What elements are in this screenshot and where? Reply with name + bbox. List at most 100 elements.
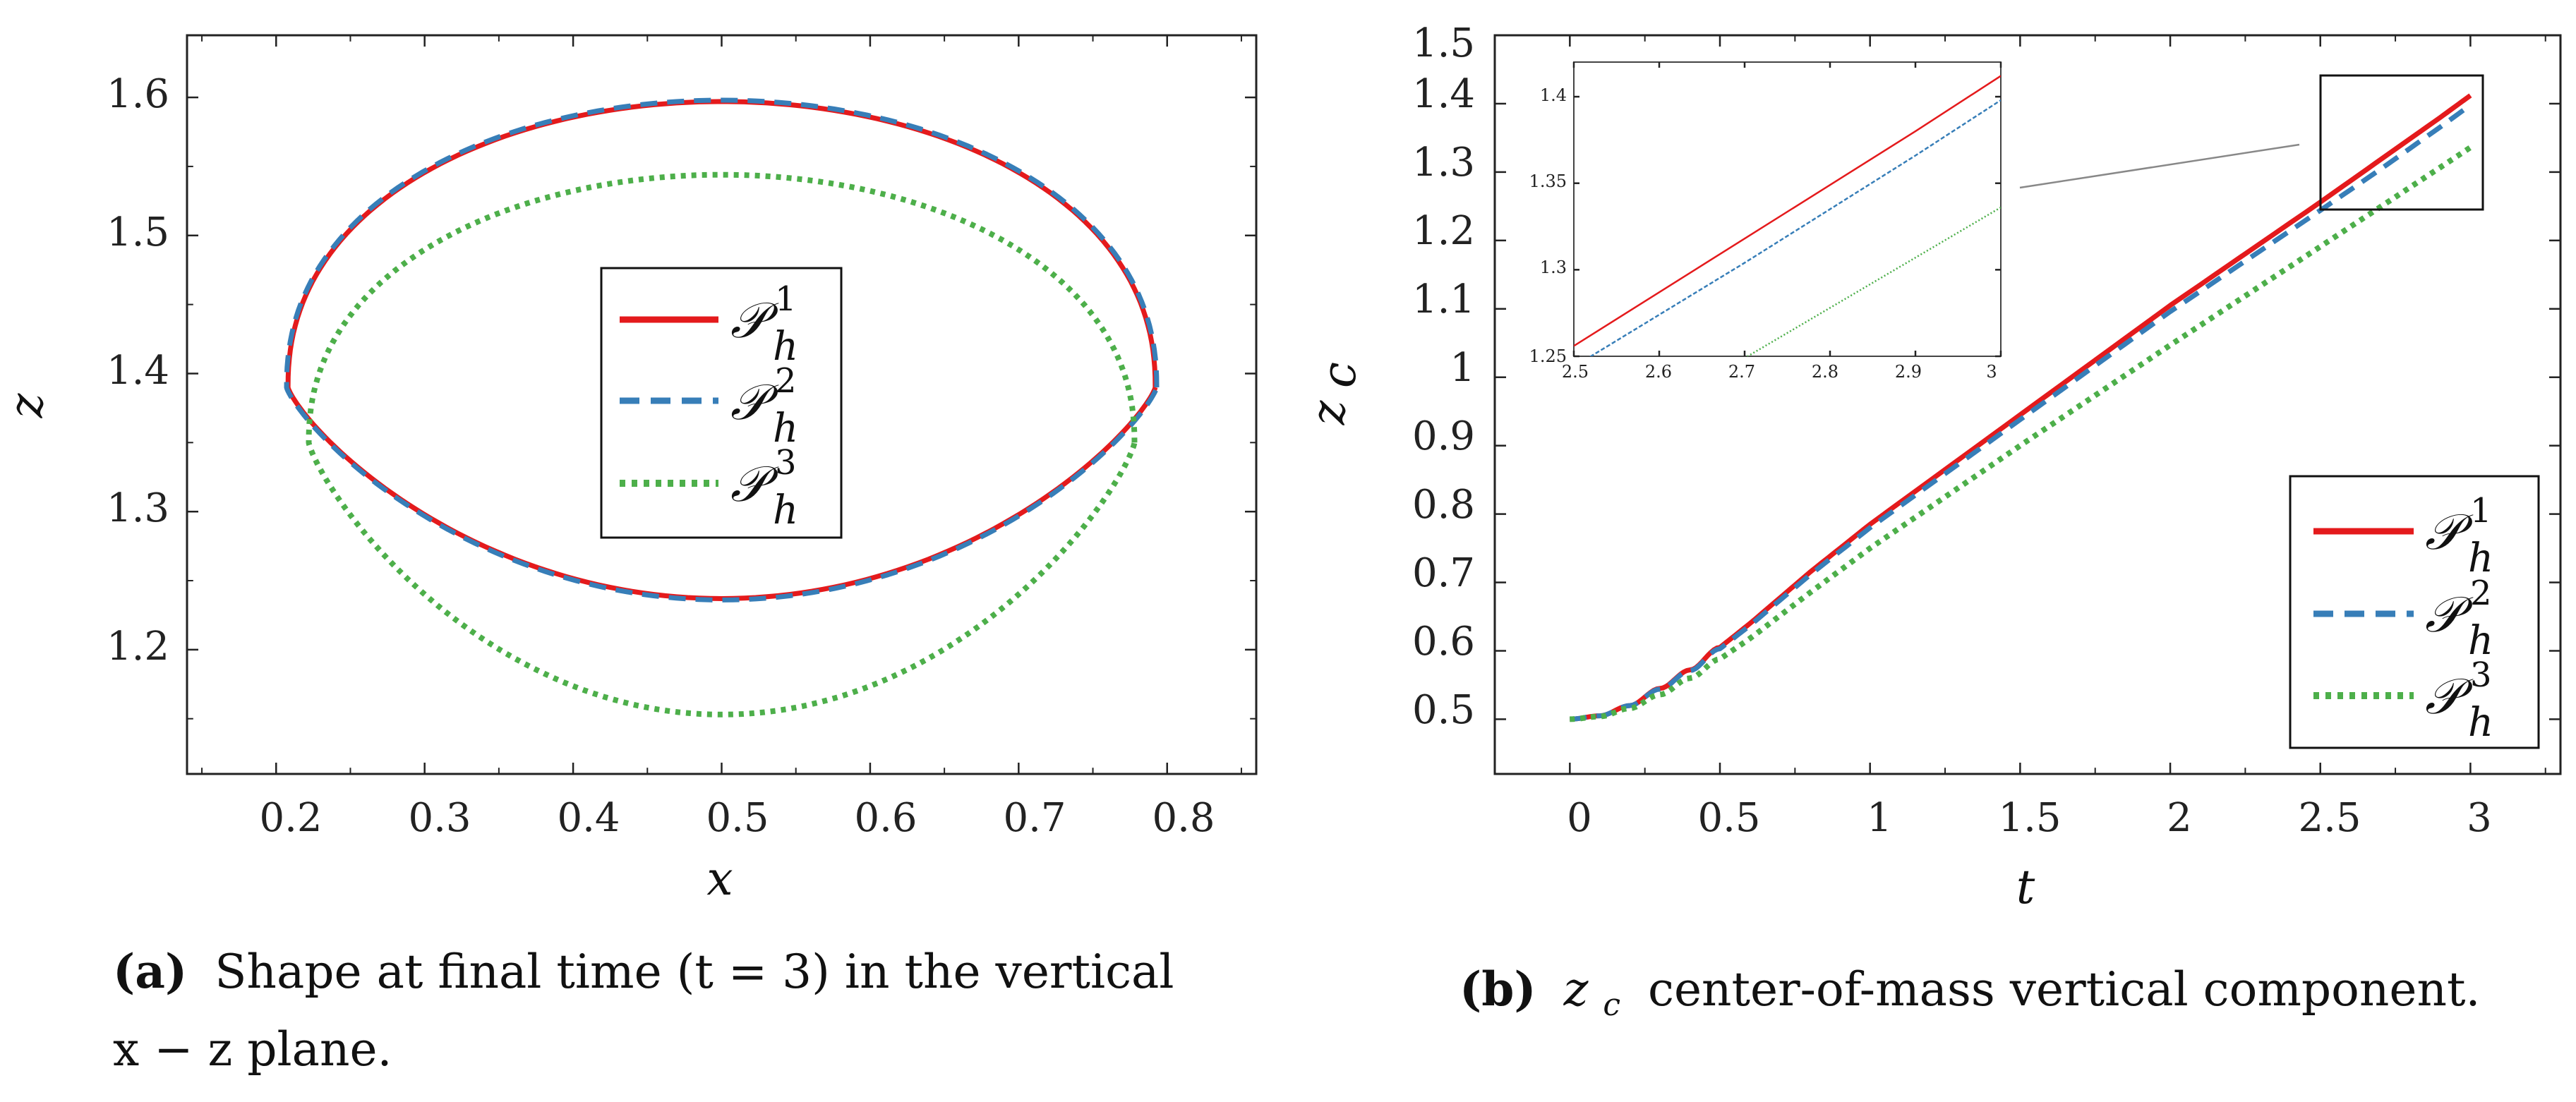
y-tick-labels-a: 1.2 1.3 1.4 1.5 1.6	[107, 71, 169, 670]
legend-label-sub: h	[773, 488, 798, 533]
inset-y-tick-label: 1.4	[1540, 85, 1567, 105]
zoom-box	[2319, 74, 2484, 211]
legend-label-sub: h	[2468, 618, 2493, 664]
inset-y-tick-label: 1.3	[1540, 258, 1567, 277]
zoom-connector	[2019, 143, 2300, 189]
x-tick-label: 0.5	[706, 795, 769, 841]
y-tick-label: 0.7	[1412, 550, 1475, 596]
caption-a: (a) Shape at final time (t = 3) in the v…	[113, 944, 1174, 1077]
inset-x-tick-label: 2.8	[1812, 362, 1838, 382]
x-tick-label: 0.8	[1152, 795, 1215, 841]
x-tick-label: 0.4	[557, 795, 620, 841]
y-tick-label: 1.3	[107, 485, 169, 531]
caption-b-var: z	[1563, 962, 1589, 1017]
y-tick-label: 1.4	[107, 348, 169, 394]
x-tick-label: 0.3	[408, 795, 471, 841]
caption-a-line2: x − z plane.	[113, 1022, 392, 1077]
x-axis-label-a: x	[706, 852, 733, 906]
y-tick-label: 0.9	[1412, 413, 1475, 459]
legend-label-sup: 3	[2470, 655, 2492, 695]
y-tick-label: 1.1	[1412, 277, 1475, 322]
inset-frame	[1573, 61, 2002, 357]
y-tick-label: 0.8	[1412, 482, 1475, 528]
series-3-curve	[306, 171, 1138, 717]
caption-a-line1: (a) Shape at final time (t = 3) in the v…	[113, 944, 1174, 999]
legend-label-sub: h	[2468, 700, 2493, 746]
x-tick-label: 0.5	[1697, 795, 1760, 841]
inset-tick-marks	[1572, 62, 2002, 358]
x-tick-label: 1	[1867, 795, 1892, 841]
panel-a: 0.2 0.3 0.4 0.5 0.6 0.7 0.8 1.2 1.3 1.4 …	[0, 34, 1258, 1077]
caption-b-text: center-of-mass vertical component.	[1648, 962, 2481, 1017]
y-tick-label: 1.3	[1412, 140, 1475, 186]
legend-a: 𝒫 1 h 𝒫 2 h 𝒫 3 h	[600, 267, 843, 539]
inset-x-tick-label: 3	[1986, 362, 1997, 382]
inset-x-tick-label: 2.5	[1562, 362, 1589, 382]
x-tick-label: 0.6	[854, 795, 917, 841]
x-tick-label: 2.5	[2298, 795, 2361, 841]
legend-b: 𝒫 1 h 𝒫 2 h 𝒫 3 h	[2289, 475, 2540, 749]
curves-a	[284, 97, 1160, 717]
legend-label-p2: 𝒫 2 h	[2425, 574, 2493, 664]
y-axis-label-b-sub: c	[1312, 362, 1366, 388]
x-tick-labels-b: 0 0.5 1 1.5 2 2.5 3	[1567, 795, 2492, 841]
tick-marks-a	[187, 35, 1256, 774]
y-tick-label: 1.6	[107, 71, 169, 117]
inset-series-2-line	[1589, 99, 2001, 356]
inset-x-tick-labels: 2.5 2.6 2.7 2.8 2.9 3	[1562, 362, 1997, 382]
legend-label-sup: 2	[775, 361, 797, 401]
legend-label-sup: 1	[775, 279, 797, 319]
legend-label-sup: 3	[775, 443, 797, 483]
panel-b: 0 0.5 1 1.5 2 2.5 3 0.5 0.6 0.7 0.8 0.9 …	[1301, 20, 2562, 1027]
inset-y-tick-label: 1.25	[1529, 346, 1567, 366]
y-tick-label: 1.2	[1412, 208, 1475, 254]
caption-a-text: Shape at final time (t = 3) in the verti…	[215, 945, 1174, 999]
x-tick-label: 0.7	[1003, 795, 1066, 841]
y-tick-labels-b: 0.5 0.6 0.7 0.8 0.9 1 1.1 1.2 1.3 1.4 1.…	[1412, 20, 1475, 733]
inset-y-tick-label: 1.35	[1529, 171, 1567, 191]
y-axis-label-a: z	[0, 392, 54, 418]
legend-label-sup: 2	[2470, 574, 2492, 613]
legend-label-p3: 𝒫 3 h	[2425, 655, 2493, 746]
inset-curves	[1574, 75, 2001, 356]
curves-b	[1570, 93, 2472, 722]
y-tick-label: 1.4	[1412, 71, 1475, 117]
series-1-line	[1570, 93, 2472, 722]
x-tick-label: 0.2	[259, 795, 322, 841]
y-tick-label: 1.2	[107, 624, 169, 670]
inset-x-tick-label: 2.7	[1728, 362, 1755, 382]
y-axis-label-b: z c	[1301, 362, 1366, 425]
legend-box-a	[600, 267, 843, 539]
y-tick-label: 1.5	[107, 210, 169, 255]
x-tick-label: 0	[1567, 795, 1592, 841]
series-2-curve	[284, 97, 1160, 603]
caption-b-var-sub: c	[1603, 987, 1620, 1023]
inset-y-tick-labels: 1.25 1.3 1.35 1.4	[1529, 85, 1567, 366]
legend-label-sup: 1	[2470, 491, 2492, 531]
inset-x-tick-label: 2.6	[1645, 362, 1672, 382]
x-tick-labels-a: 0.2 0.3 0.4 0.5 0.6 0.7 0.8	[259, 795, 1215, 841]
inset-plot: 2.5 2.6 2.7 2.8 2.9 3 1.25 1.3 1.35 1.4	[1529, 61, 2002, 382]
legend-label-sub: h	[2468, 535, 2493, 581]
x-tick-label: 1.5	[1998, 795, 2061, 841]
legend-label-sub: h	[773, 406, 798, 452]
y-tick-label: 0.5	[1412, 687, 1475, 733]
caption-b: (b) z c center-of-mass vertical componen…	[1459, 962, 2481, 1027]
x-axis-label-b: t	[2016, 860, 2035, 914]
series-3-line	[1570, 145, 2472, 722]
y-tick-label: 1	[1450, 345, 1475, 391]
inset-series-3-line	[1745, 206, 2001, 356]
y-axis-label-b-base: z	[1301, 399, 1356, 425]
inset-series-1-line	[1574, 75, 2001, 347]
tick-marks-b	[1494, 34, 2560, 774]
legend-label-sub: h	[773, 324, 798, 370]
caption-b-label: (b)	[1459, 962, 1536, 1017]
y-tick-label: 1.5	[1412, 20, 1475, 66]
inset-x-tick-label: 2.9	[1895, 362, 1922, 382]
caption-a-label: (a)	[113, 944, 187, 999]
plot-frame-b	[1493, 34, 2562, 775]
x-tick-label: 2	[2167, 795, 2192, 841]
x-tick-label: 3	[2467, 795, 2492, 841]
y-tick-label: 0.6	[1412, 619, 1475, 665]
